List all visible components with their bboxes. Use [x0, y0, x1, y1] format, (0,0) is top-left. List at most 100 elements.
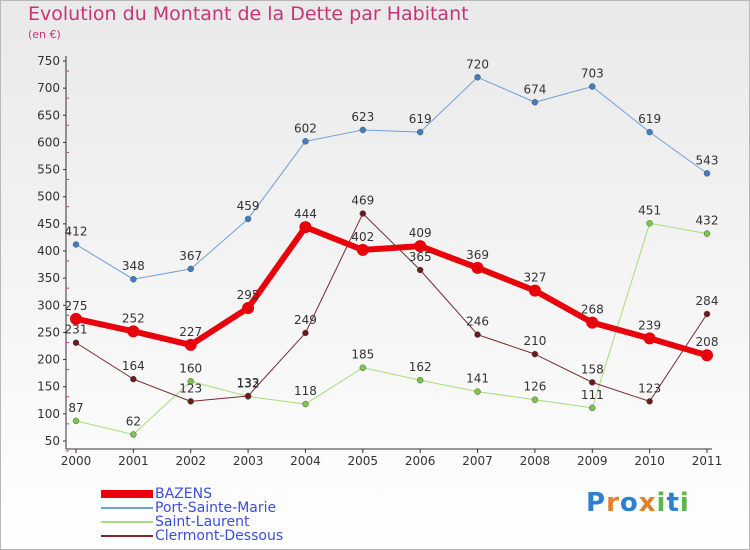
data-label: 227	[179, 325, 202, 339]
data-point	[302, 138, 309, 145]
brand-logo: Proxiti	[586, 488, 690, 518]
data-label: 111	[581, 388, 604, 402]
legend-swatch	[101, 521, 153, 523]
data-label: 246	[466, 315, 489, 329]
brand-letter: i	[679, 488, 690, 518]
y-tick-label: 450	[37, 217, 60, 231]
x-tick-label: 2004	[290, 454, 321, 468]
data-point	[244, 392, 252, 400]
data-point	[359, 364, 367, 371]
data-label: 239	[638, 318, 661, 332]
data-label: 543	[696, 153, 719, 167]
data-label: 348	[122, 259, 145, 273]
data-label: 249	[294, 313, 317, 327]
x-tick-label: 2003	[233, 454, 264, 468]
data-label: 623	[351, 110, 374, 124]
legend-label: Clermont-Dessous	[155, 528, 284, 544]
data-point	[474, 74, 481, 81]
data-label: 87	[68, 401, 83, 415]
data-label: 275	[65, 299, 88, 313]
data-point	[416, 128, 424, 136]
data-point	[471, 261, 484, 274]
y-tick-label: 500	[37, 190, 60, 204]
data-label: 602	[294, 121, 317, 135]
data-point	[531, 350, 539, 358]
y-tick-label: 750	[37, 54, 60, 68]
data-label: 164	[122, 359, 145, 373]
data-point	[130, 375, 137, 383]
data-label: 284	[696, 294, 719, 308]
y-tick-label: 400	[37, 244, 60, 258]
data-label: 451	[638, 203, 661, 217]
y-tick-label: 200	[37, 353, 60, 367]
data-label: 252	[122, 311, 145, 325]
brand-letter: o	[619, 488, 639, 518]
y-tick-label: 250	[37, 325, 60, 339]
data-label: 62	[126, 414, 141, 428]
data-label: 444	[294, 207, 317, 221]
brand-letter: x	[638, 488, 657, 518]
data-point	[643, 332, 656, 345]
data-point	[359, 126, 367, 134]
y-tick-label: 350	[37, 271, 60, 285]
data-point	[130, 431, 137, 438]
data-label: 412	[65, 224, 88, 238]
x-tick-label: 2009	[577, 454, 608, 468]
data-point	[72, 417, 80, 425]
data-point	[130, 275, 137, 283]
data-point	[416, 266, 424, 274]
x-tick-label: 2000	[61, 454, 92, 468]
x-tick-label: 2001	[118, 454, 149, 468]
series-line-bazens	[75, 224, 708, 359]
y-tick-label: 650	[37, 108, 60, 122]
data-point	[528, 284, 541, 297]
data-label: 133	[237, 376, 260, 390]
data-point	[187, 378, 194, 385]
data-label: 459	[237, 199, 260, 213]
data-label: 402	[351, 230, 374, 244]
x-tick-label: 2007	[462, 454, 493, 468]
data-label: 123	[179, 381, 202, 395]
data-label: 365	[409, 250, 432, 264]
brand-letter: P	[586, 488, 607, 518]
x-tick-label: 2010	[634, 454, 665, 468]
legend-swatch	[101, 507, 153, 509]
data-label: 295	[237, 288, 260, 302]
data-point	[474, 331, 481, 338]
brand-letter: i	[656, 488, 667, 518]
y-tick-label: 150	[37, 380, 60, 394]
data-point	[531, 396, 539, 403]
x-tick-label: 2002	[175, 454, 206, 468]
data-label: 327	[523, 271, 546, 285]
data-label: 409	[409, 226, 432, 240]
x-tick-label: 2006	[405, 454, 436, 468]
data-point	[703, 310, 711, 318]
data-point	[299, 221, 312, 234]
y-tick-label: 100	[37, 407, 60, 421]
x-tick-label: 2008	[520, 454, 551, 468]
data-label: 185	[351, 348, 374, 362]
data-label: 432	[696, 214, 719, 228]
data-point	[531, 99, 539, 106]
data-point	[72, 241, 80, 248]
data-label: 126	[523, 380, 546, 394]
y-tick-label: 300	[37, 298, 60, 312]
data-label: 703	[581, 67, 604, 81]
y-tick-label: 50	[45, 434, 60, 448]
data-point	[302, 329, 309, 337]
x-tick-label: 2005	[348, 454, 379, 468]
data-label: 619	[409, 112, 432, 126]
data-label: 469	[351, 194, 374, 208]
legend-label: Saint-Laurent	[155, 514, 250, 530]
data-point	[703, 170, 711, 177]
chart-title: Evolution du Montant de la Dette par Hab…	[28, 3, 469, 25]
legend-swatch	[101, 490, 153, 498]
data-label: 720	[466, 57, 489, 71]
data-point	[359, 210, 367, 217]
x-tick-label: 2011	[692, 454, 723, 468]
data-point	[414, 240, 427, 253]
brand-letter: r	[606, 488, 620, 518]
data-point	[356, 243, 369, 256]
data-label: 158	[581, 362, 604, 376]
data-point	[589, 379, 596, 386]
